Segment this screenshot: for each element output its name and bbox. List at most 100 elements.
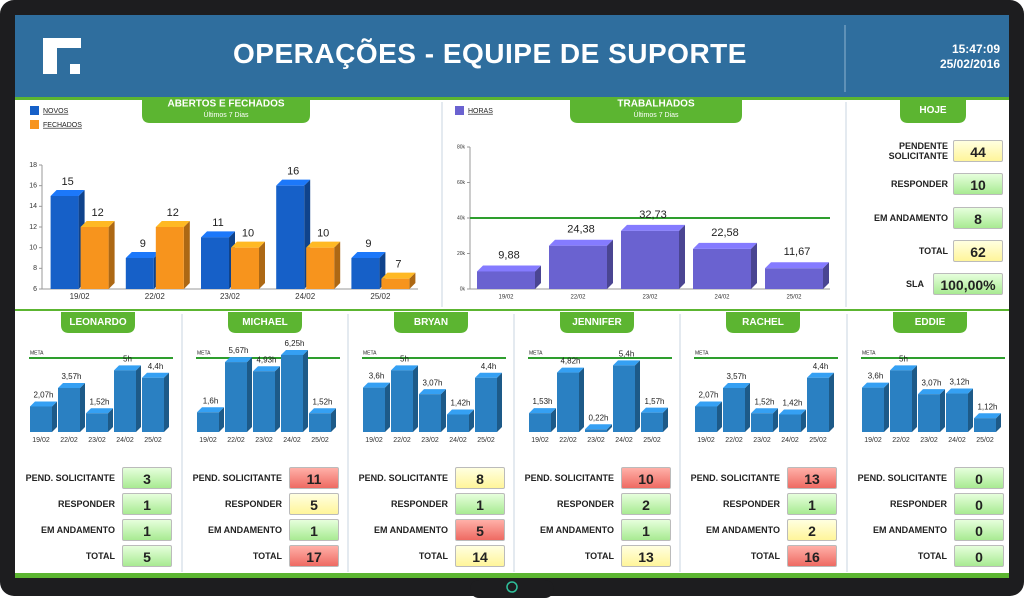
bar-top xyxy=(693,242,757,249)
value-label: 2,07h xyxy=(33,391,53,400)
stat-value: 1 xyxy=(122,519,172,541)
bar-side xyxy=(247,357,252,432)
bar-top xyxy=(276,179,311,186)
value-label: 1,42h xyxy=(782,399,802,408)
panel-title: LEONARDO xyxy=(69,317,126,328)
hoje-value: 8 xyxy=(953,207,1003,229)
stat-label: TOTAL xyxy=(750,551,780,561)
bar xyxy=(807,377,829,432)
bar-top xyxy=(447,409,474,415)
value-label: 1,6h xyxy=(203,396,219,405)
bar-side xyxy=(607,424,612,432)
bar-side xyxy=(745,382,750,432)
stat-label: PEND. SOLICITANTE xyxy=(192,473,282,483)
bar-side xyxy=(497,372,502,432)
stat-label: EM ANDAMENTO xyxy=(208,525,282,535)
stat-value: 0 xyxy=(954,467,1004,489)
bar-side xyxy=(823,262,829,289)
y-tick-label: 14 xyxy=(29,203,37,210)
value-label: 3,57h xyxy=(61,372,81,381)
stat-value: 0 xyxy=(954,493,1004,515)
value-label: 1,52h xyxy=(754,397,774,406)
x-tick-label: 24/02 xyxy=(116,437,134,444)
bar xyxy=(363,387,385,432)
bar-side xyxy=(219,407,224,432)
bar xyxy=(549,245,607,289)
bar xyxy=(30,406,52,432)
bar-side xyxy=(535,265,541,289)
bar-side xyxy=(385,382,390,432)
bar xyxy=(862,387,884,432)
x-tick-label: 23/02 xyxy=(88,437,106,444)
x-tick-label: 24/02 xyxy=(615,437,633,444)
bar-top xyxy=(723,382,750,388)
x-tick-label: 22/02 xyxy=(892,437,910,444)
bar-side xyxy=(441,389,446,432)
stat-value: 10 xyxy=(621,467,671,489)
panel-tab xyxy=(560,312,634,333)
stat-label: EM ANDAMENTO xyxy=(374,525,448,535)
x-tick-label: 24/02 xyxy=(295,292,316,301)
bar-top xyxy=(351,252,386,258)
bar xyxy=(80,227,109,289)
bar-top xyxy=(529,408,556,414)
bar xyxy=(765,268,823,289)
hoje-label: RESPONDER xyxy=(890,179,948,189)
value-label: 3,57h xyxy=(726,372,746,381)
bar-top xyxy=(862,382,889,388)
panel-tab xyxy=(900,98,966,123)
stat-value: 8 xyxy=(455,467,505,489)
bar-top xyxy=(58,382,85,388)
bar-top xyxy=(585,424,612,430)
x-tick-label: 22/02 xyxy=(725,437,743,444)
x-tick-label: 23/02 xyxy=(421,437,439,444)
bar xyxy=(918,394,940,432)
bar-top xyxy=(890,365,917,371)
bar xyxy=(225,362,247,432)
value-label: 9 xyxy=(140,238,146,250)
stat-value: 1 xyxy=(289,519,339,541)
bar-side xyxy=(717,401,722,432)
stat-value: 1 xyxy=(455,493,505,515)
value-label: 5,67h xyxy=(228,346,248,355)
bar-top xyxy=(114,365,141,371)
stat-value: 1 xyxy=(787,493,837,515)
panel-tab xyxy=(61,312,135,333)
panel-tab xyxy=(142,98,310,123)
bar-top xyxy=(475,372,502,378)
legend-swatch xyxy=(30,120,39,129)
value-label: 1,12h xyxy=(977,402,997,411)
stat-label: PEND. SOLICITANTE xyxy=(857,473,947,483)
page-title: OPERAÇÕES - EQUIPE DE SUPORTE xyxy=(233,38,747,69)
stat-value: 14 xyxy=(455,545,505,567)
panel-tab xyxy=(893,312,967,333)
x-tick-label: 22/02 xyxy=(559,437,577,444)
bar-top xyxy=(807,372,834,378)
stat-value: 1 xyxy=(621,519,671,541)
bar-top xyxy=(142,372,169,378)
header-bar xyxy=(15,15,1009,97)
value-label: 0,22h xyxy=(588,413,608,422)
value-label: 4,4h xyxy=(148,362,164,371)
stat-value: 5 xyxy=(455,519,505,541)
logo-part xyxy=(70,64,80,74)
meta-label: META xyxy=(197,350,211,356)
value-label: 3,12h xyxy=(949,378,969,387)
bar xyxy=(621,230,679,289)
x-tick-label: 25/02 xyxy=(786,295,802,301)
stat-label: RESPONDER xyxy=(390,499,448,509)
bar-top xyxy=(918,389,945,395)
stat-label: PEND. SOLICITANTE xyxy=(358,473,448,483)
panel-title: JENNIFER xyxy=(572,317,622,328)
x-tick-label: 19/02 xyxy=(199,437,217,444)
bar xyxy=(419,394,441,432)
x-tick-label: 22/02 xyxy=(393,437,411,444)
stat-label: RESPONDER xyxy=(57,499,115,509)
bar-side xyxy=(607,239,613,289)
bar xyxy=(281,354,303,432)
y-tick-label: 80k xyxy=(457,144,466,150)
hoje-value: 100,00% xyxy=(933,273,1003,295)
hoje-label: EM ANDAMENTO xyxy=(874,213,948,223)
bar-top xyxy=(391,365,418,371)
value-label: 22,58 xyxy=(711,227,739,239)
